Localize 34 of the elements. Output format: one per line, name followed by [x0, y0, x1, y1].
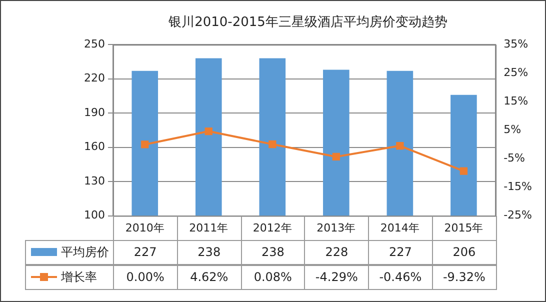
y-tick-label: 100 — [84, 208, 105, 222]
chart-title: 银川2010-2015年三星级酒店平均房价变动趋势 — [168, 14, 448, 30]
data-label: -4.29% — [315, 270, 358, 284]
y2-tick-label: -5% — [504, 152, 526, 165]
y2-tick-label: 25% — [504, 66, 528, 79]
data-label: -9.32% — [442, 270, 486, 284]
data-label: 227 — [134, 245, 157, 260]
y-tick-label: 130 — [84, 174, 105, 188]
y2-tick-label: 15% — [504, 94, 528, 108]
y2-tick-label: -15% — [504, 180, 532, 194]
x-tick-label: 2010年 — [125, 221, 164, 234]
y-tick-label: 250 — [84, 37, 105, 50]
data-label: -0.46% — [379, 270, 422, 284]
data-label: 238 — [198, 245, 221, 260]
y-tick-label: 190 — [84, 106, 105, 119]
data-label: 0.08% — [254, 270, 292, 284]
x-tick-label: 2015年 — [444, 221, 484, 234]
data-label: 206 — [452, 245, 476, 260]
legend-label: 增长率 — [61, 268, 97, 286]
y-tick-label: 220 — [84, 72, 105, 85]
data-label: 228 — [325, 245, 348, 260]
data-label: 238 — [261, 245, 284, 260]
y2-tick-label: 5% — [504, 123, 522, 136]
x-tick-label: 2013年 — [316, 221, 356, 234]
data-label: 227 — [388, 245, 412, 260]
data-label: 0.00% — [126, 270, 164, 284]
y-tick-label: 160 — [84, 140, 105, 154]
data-label: 4.62% — [190, 270, 228, 284]
x-tick-label: 2011年 — [189, 221, 228, 234]
x-tick-label: 2014年 — [380, 221, 420, 234]
legend-label: 平均房价 — [61, 244, 109, 261]
y2-tick-label: -25% — [504, 208, 532, 222]
x-tick-label: 2012年 — [252, 221, 292, 234]
y2-tick-label: 35% — [504, 37, 528, 50]
